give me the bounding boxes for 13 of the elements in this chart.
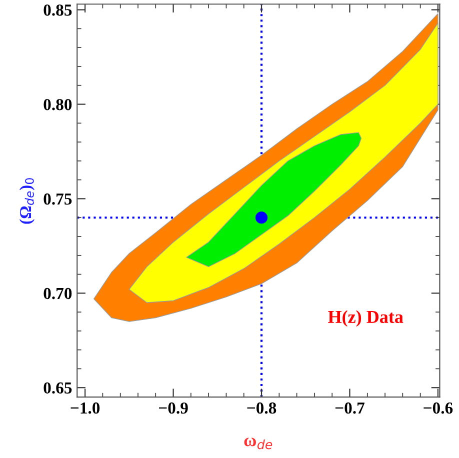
x-axis-title: ω$_{de}$ — [244, 438, 272, 450]
y-tick-label: 0.85 — [44, 4, 72, 16]
y-tick-label: 0.65 — [44, 382, 72, 394]
y-tick-label: 0.75 — [44, 193, 72, 205]
y-axis-title: (Ω$_{de}$)$_{0}$ — [19, 178, 35, 224]
x-tick-label: −1.0 — [70, 402, 100, 414]
y-tick-label: 0.70 — [44, 288, 72, 300]
x-tick-label: −0.7 — [335, 402, 364, 414]
x-tick-label: −0.9 — [158, 402, 188, 414]
x-tick-label: −0.8 — [247, 402, 276, 414]
annotation: H(z) Data — [328, 310, 404, 327]
y-tick-label: 0.80 — [44, 98, 72, 110]
x-tick-label: −0.6 — [424, 402, 453, 414]
